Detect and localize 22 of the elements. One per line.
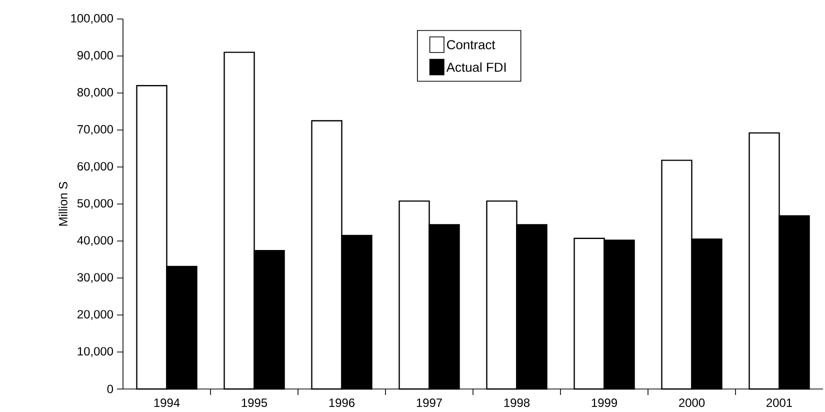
y-tick-label: 10,000 (78, 347, 114, 357)
x-tick-label: 1995 (242, 398, 268, 407)
x-tick-label: 1998 (504, 398, 530, 407)
y-tick-label: 50,000 (77, 199, 114, 209)
x-tick-label: 1996 (329, 398, 355, 407)
y-axis-title: Million S (58, 182, 68, 226)
x-tick-label: 2001 (766, 398, 792, 407)
y-tick-label: 0 (107, 384, 114, 394)
y-tick-label: 70,000 (78, 125, 114, 135)
y-tick-label: 100,000 (71, 14, 114, 24)
y-tick-label: 80,000 (77, 88, 114, 98)
y-tick-label: 60,000 (78, 162, 114, 172)
x-tick-label: 1999 (592, 398, 617, 407)
x-tick-label: 1994 (154, 398, 180, 407)
y-tick-label: 40,000 (77, 236, 114, 246)
x-tick-label: 1997 (416, 398, 442, 407)
y-tick-label: 30,000 (77, 273, 114, 283)
y-tick-label: 20,000 (78, 310, 114, 320)
legend-label: Actual FDI (446, 62, 506, 72)
y-tick-label: 90,000 (77, 51, 114, 61)
x-tick-label: 2000 (679, 398, 705, 407)
legend-label: Contract (447, 40, 496, 50)
